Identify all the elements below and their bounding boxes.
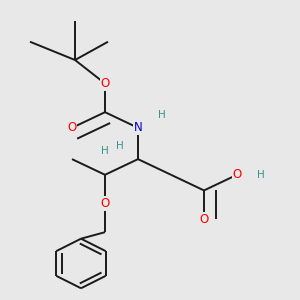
Text: H: H: [257, 170, 265, 180]
Text: O: O: [68, 121, 76, 134]
Text: O: O: [100, 197, 109, 210]
Text: O: O: [232, 168, 242, 181]
Text: N: N: [134, 121, 142, 134]
Text: O: O: [200, 213, 208, 226]
Text: H: H: [101, 146, 109, 156]
Text: H: H: [116, 141, 124, 151]
Text: H: H: [158, 110, 166, 120]
Text: O: O: [100, 77, 109, 90]
